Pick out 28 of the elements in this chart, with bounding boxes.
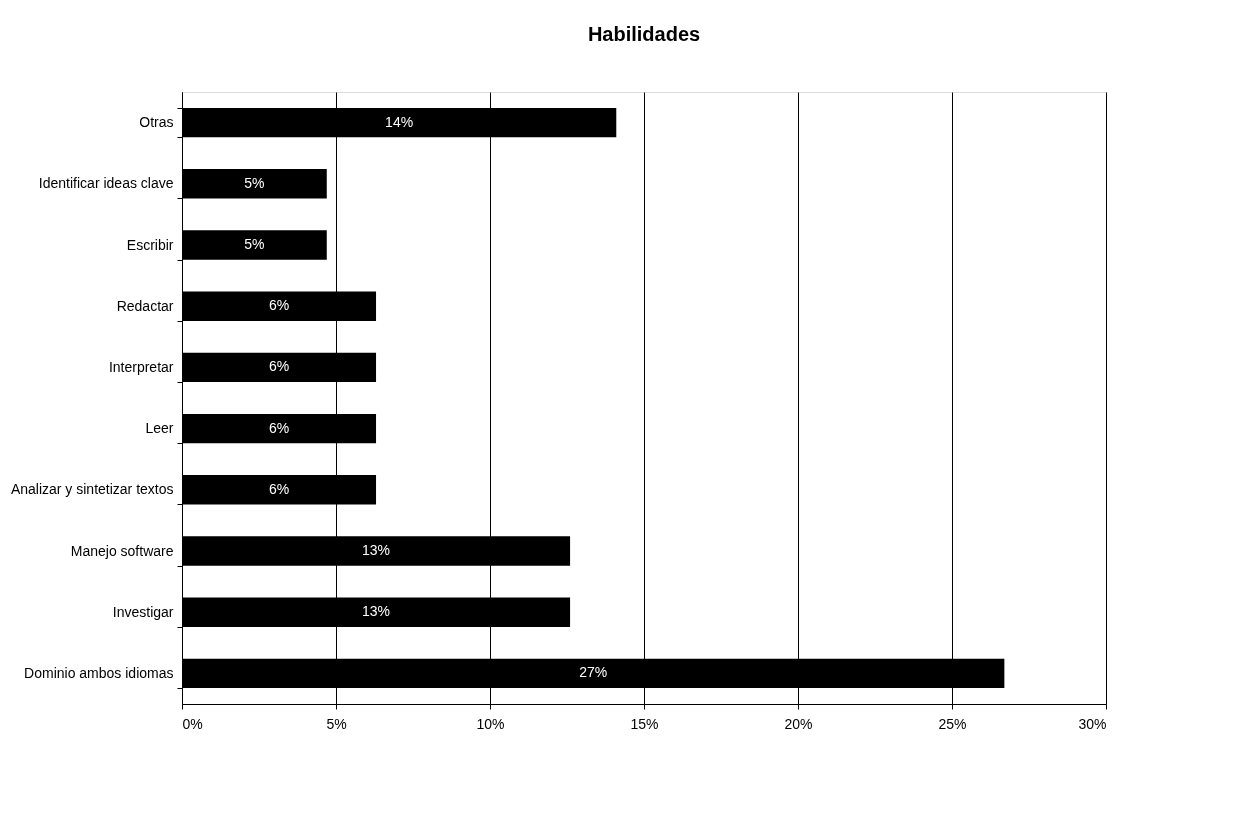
y-tick-label: Leer	[145, 420, 174, 437]
data-label: 6%	[268, 358, 290, 375]
data-label: 13%	[362, 603, 391, 620]
y-tick-label: Redactar	[116, 297, 174, 314]
data-label: 5%	[244, 174, 265, 191]
data-label: 5%	[244, 236, 265, 252]
x-tick-label: 25%	[938, 715, 967, 732]
y-tick-label: Manejo software	[70, 542, 174, 559]
data-label: 6%	[268, 419, 290, 436]
x-tick-label: 0%	[182, 715, 203, 732]
data-label: 14%	[385, 113, 414, 130]
x-tick-label: 10%	[476, 715, 505, 732]
y-tick-label: Escribir	[126, 236, 174, 253]
y-tick-label: Otras	[139, 114, 174, 131]
chart-title: Habilidades	[587, 23, 701, 45]
y-tick-label: Investigar	[112, 603, 174, 620]
data-label: 6%	[268, 480, 290, 497]
data-label: 27%	[579, 664, 608, 681]
y-tick-label: Analizar y sintetizar textos	[10, 481, 174, 498]
x-tick-label: 20%	[784, 715, 813, 732]
y-tick-label: Interpretar	[108, 358, 174, 375]
y-tick-label: Dominio ambos idiomas	[24, 664, 174, 681]
x-tick-label: 30%	[1078, 715, 1107, 732]
data-label: 13%	[362, 542, 391, 558]
data-label: 6%	[268, 297, 290, 314]
y-tick-label: Identificar ideas clave	[38, 175, 174, 192]
x-tick-label: 15%	[630, 715, 659, 732]
x-tick-label: 5%	[326, 715, 347, 732]
